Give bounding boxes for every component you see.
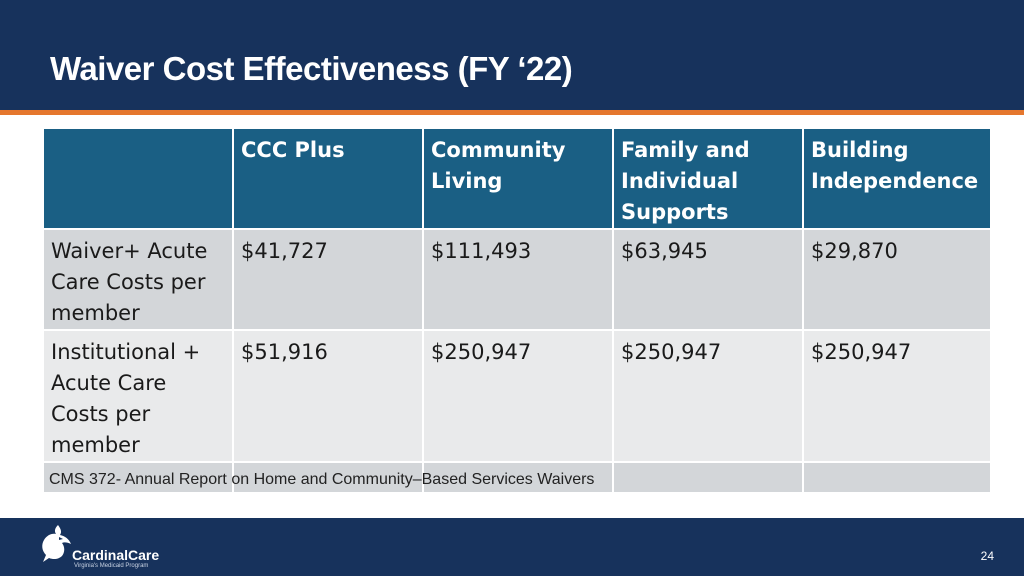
page-number: 24 [980,549,994,563]
table-note-row [42,461,992,494]
cost-effectiveness-table: CCC Plus Community Living Family and Ind… [42,127,992,494]
table-cell: $63,945 [612,228,804,331]
header-cell-building-independence: Building Independence [802,127,992,230]
note-cell [802,461,992,494]
note-cell [422,461,614,494]
table-cell: $111,493 [422,228,614,331]
source-note: CMS 372- Annual Report on Home and Commu… [49,471,595,488]
header-cell-ccc-plus: CCC Plus [232,127,424,230]
cardinal-care-logo: CardinalCare Virginia's Medicaid Program [38,523,178,573]
table-header-row: CCC Plus Community Living Family and Ind… [42,127,992,230]
note-cell [232,461,424,494]
header-cell-empty [42,127,234,230]
note-cell [42,461,234,494]
table-row: Institutional + Acute Care Costs per mem… [42,329,992,463]
row-label: Waiver+ Acute Care Costs per member [42,228,234,331]
table-cell: $29,870 [802,228,992,331]
header-cell-family-individual-supports: Family and Individual Supports [612,127,804,230]
table-row: Waiver+ Acute Care Costs per member $41,… [42,228,992,331]
table-cell: $250,947 [612,329,804,463]
slide-header: Waiver Cost Effectiveness (FY ‘22) [0,0,1024,110]
table-cell: $41,727 [232,228,424,331]
logo-tagline: Virginia's Medicaid Program [74,563,149,569]
slide-footer [0,518,1024,576]
header-cell-community-living: Community Living [422,127,614,230]
table-cell: $250,947 [802,329,992,463]
row-label: Institutional + Acute Care Costs per mem… [42,329,234,463]
table-cell: $51,916 [232,329,424,463]
slide-title: Waiver Cost Effectiveness (FY ‘22) [50,50,573,87]
logo-name: CardinalCare [72,547,160,563]
table-cell: $250,947 [422,329,614,463]
accent-divider [0,110,1024,115]
note-cell [612,461,804,494]
cardinal-bird-icon [42,525,71,562]
